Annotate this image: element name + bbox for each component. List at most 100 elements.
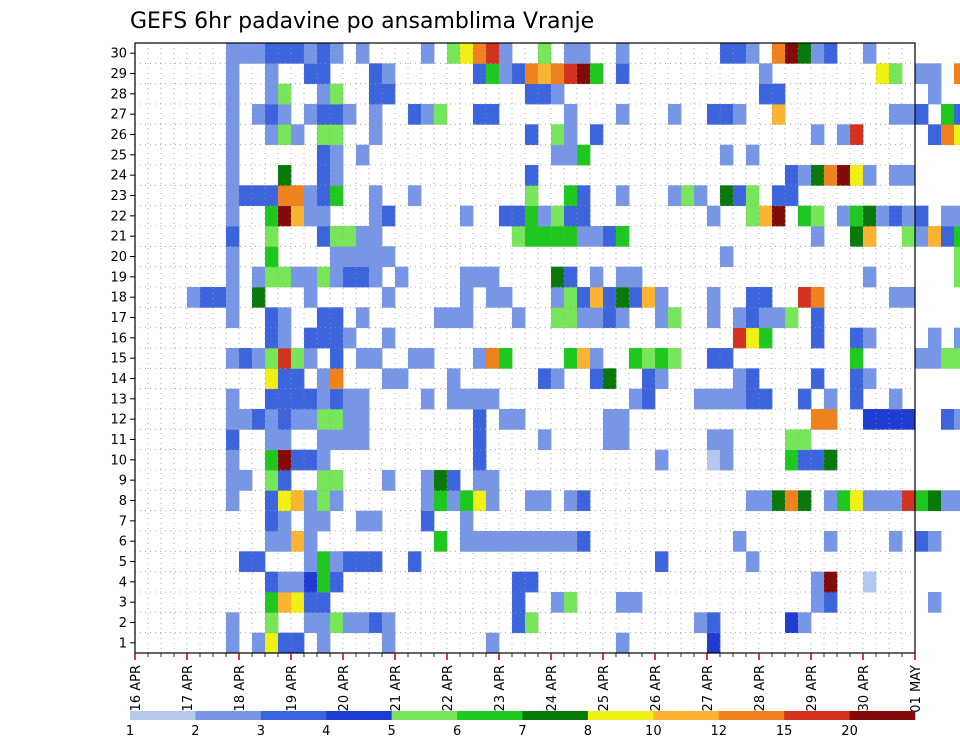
heatmap-cell — [863, 368, 877, 390]
heatmap-cell — [252, 287, 266, 308]
heatmap-cell — [278, 43, 292, 64]
heatmap-cell — [369, 205, 383, 227]
heatmap-cell — [694, 185, 708, 207]
heatmap-cell — [265, 368, 279, 390]
heatmap-cell — [707, 287, 721, 308]
heatmap-cell — [473, 43, 487, 64]
heatmap-cell — [330, 185, 344, 207]
heatmap-cell — [382, 612, 396, 634]
heatmap-cell — [694, 388, 708, 410]
heatmap-cell — [616, 266, 630, 288]
heatmap-cell — [551, 124, 565, 146]
heatmap-cell — [226, 165, 240, 186]
heatmap-cell — [330, 409, 344, 430]
heatmap-cell — [473, 449, 487, 471]
heatmap-cell — [811, 592, 825, 613]
x-tick-label: 23 APR — [493, 665, 508, 711]
heatmap-cell — [915, 490, 929, 512]
heatmap-cell — [473, 266, 487, 288]
heatmap-cell — [343, 409, 357, 430]
heatmap-cell — [655, 287, 669, 308]
heatmap-cell — [278, 104, 292, 125]
colorbar-swatch — [849, 711, 916, 720]
heatmap-cell — [876, 490, 890, 512]
heatmap-cell — [889, 165, 903, 186]
x-tick-label: 29 APR — [805, 665, 820, 711]
heatmap-cell — [889, 287, 903, 308]
heatmap-cell — [486, 470, 500, 491]
heatmap-cell — [603, 429, 617, 451]
heatmap-cell — [746, 388, 760, 410]
y-tick-label: 11 — [110, 433, 127, 448]
heatmap-cell — [408, 185, 422, 207]
heatmap-cell — [356, 307, 370, 329]
y-tick-label: 26 — [110, 128, 127, 143]
heatmap-cell — [330, 43, 344, 64]
heatmap-cell — [291, 185, 305, 207]
heatmap-cell — [603, 307, 617, 329]
heatmap-cell — [759, 63, 773, 85]
heatmap-cell — [356, 551, 370, 573]
heatmap-cell — [616, 185, 630, 207]
heatmap-cell — [369, 551, 383, 573]
heatmap-cell — [642, 287, 656, 308]
heatmap-cell — [798, 43, 812, 64]
heatmap-cell — [278, 592, 292, 613]
heatmap-cell — [876, 63, 890, 85]
heatmap-cells — [187, 43, 960, 654]
heatmap-cell — [265, 327, 279, 349]
heatmap-cell — [824, 571, 838, 593]
heatmap-cell — [850, 490, 864, 512]
heatmap-cell — [330, 348, 344, 369]
heatmap-cell — [564, 185, 578, 207]
heatmap-cell — [226, 612, 240, 634]
heatmap-cell — [811, 205, 825, 227]
heatmap-cell — [616, 592, 630, 613]
heatmap-cell — [304, 205, 318, 227]
heatmap-cell — [239, 551, 253, 573]
heatmap-cell — [564, 531, 578, 552]
x-tick-label: 16 APR — [129, 665, 144, 711]
colorbar-label: 20 — [841, 724, 858, 739]
heatmap-cell — [278, 348, 292, 369]
heatmap-cell — [317, 429, 331, 451]
heatmap-cell — [239, 43, 253, 64]
heatmap-cell — [369, 185, 383, 207]
heatmap-cell — [317, 104, 331, 125]
heatmap-cell — [356, 226, 370, 247]
heatmap-cell — [577, 490, 591, 512]
heatmap-cell — [590, 124, 604, 146]
y-tick-label: 8 — [119, 494, 127, 509]
heatmap-cell — [941, 104, 955, 125]
heatmap-cell — [590, 307, 604, 329]
heatmap-cell — [512, 592, 526, 613]
heatmap-cell — [226, 246, 240, 268]
heatmap-cell — [343, 327, 357, 349]
heatmap-cell — [746, 185, 760, 207]
heatmap-cell — [798, 449, 812, 471]
heatmap-cell — [525, 185, 539, 207]
heatmap-cell — [746, 551, 760, 573]
heatmap-cell — [850, 348, 864, 369]
heatmap-cell — [278, 368, 292, 390]
heatmap-cell — [798, 165, 812, 186]
heatmap-cell — [863, 571, 877, 593]
heatmap-cell — [473, 348, 487, 369]
y-tick-label: 4 — [119, 575, 127, 590]
y-tick-label: 28 — [110, 87, 127, 102]
heatmap-cell — [291, 592, 305, 613]
heatmap-cell — [785, 185, 799, 207]
heatmap-cell — [720, 43, 734, 64]
heatmap-cell — [304, 43, 318, 64]
heatmap-cell — [486, 287, 500, 308]
heatmap-cell — [889, 490, 903, 512]
heatmap-cell — [785, 43, 799, 64]
heatmap-cell — [317, 449, 331, 471]
heatmap-cell — [369, 226, 383, 247]
heatmap-cell — [330, 144, 344, 166]
heatmap-cell — [811, 124, 825, 146]
heatmap-cell — [538, 531, 552, 552]
heatmap-cell — [928, 63, 942, 85]
heatmap-cell — [915, 205, 929, 227]
